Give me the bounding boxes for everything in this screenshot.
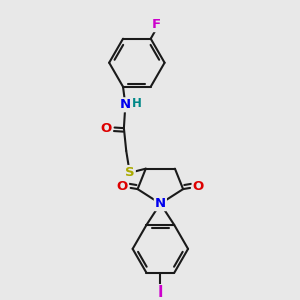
Text: H: H xyxy=(131,97,141,110)
Text: I: I xyxy=(158,285,163,300)
Text: N: N xyxy=(155,197,166,210)
Text: O: O xyxy=(117,180,128,193)
Text: O: O xyxy=(193,180,204,193)
Text: S: S xyxy=(125,166,134,179)
Text: N: N xyxy=(120,98,131,111)
Text: O: O xyxy=(100,122,111,135)
Text: F: F xyxy=(152,18,160,31)
